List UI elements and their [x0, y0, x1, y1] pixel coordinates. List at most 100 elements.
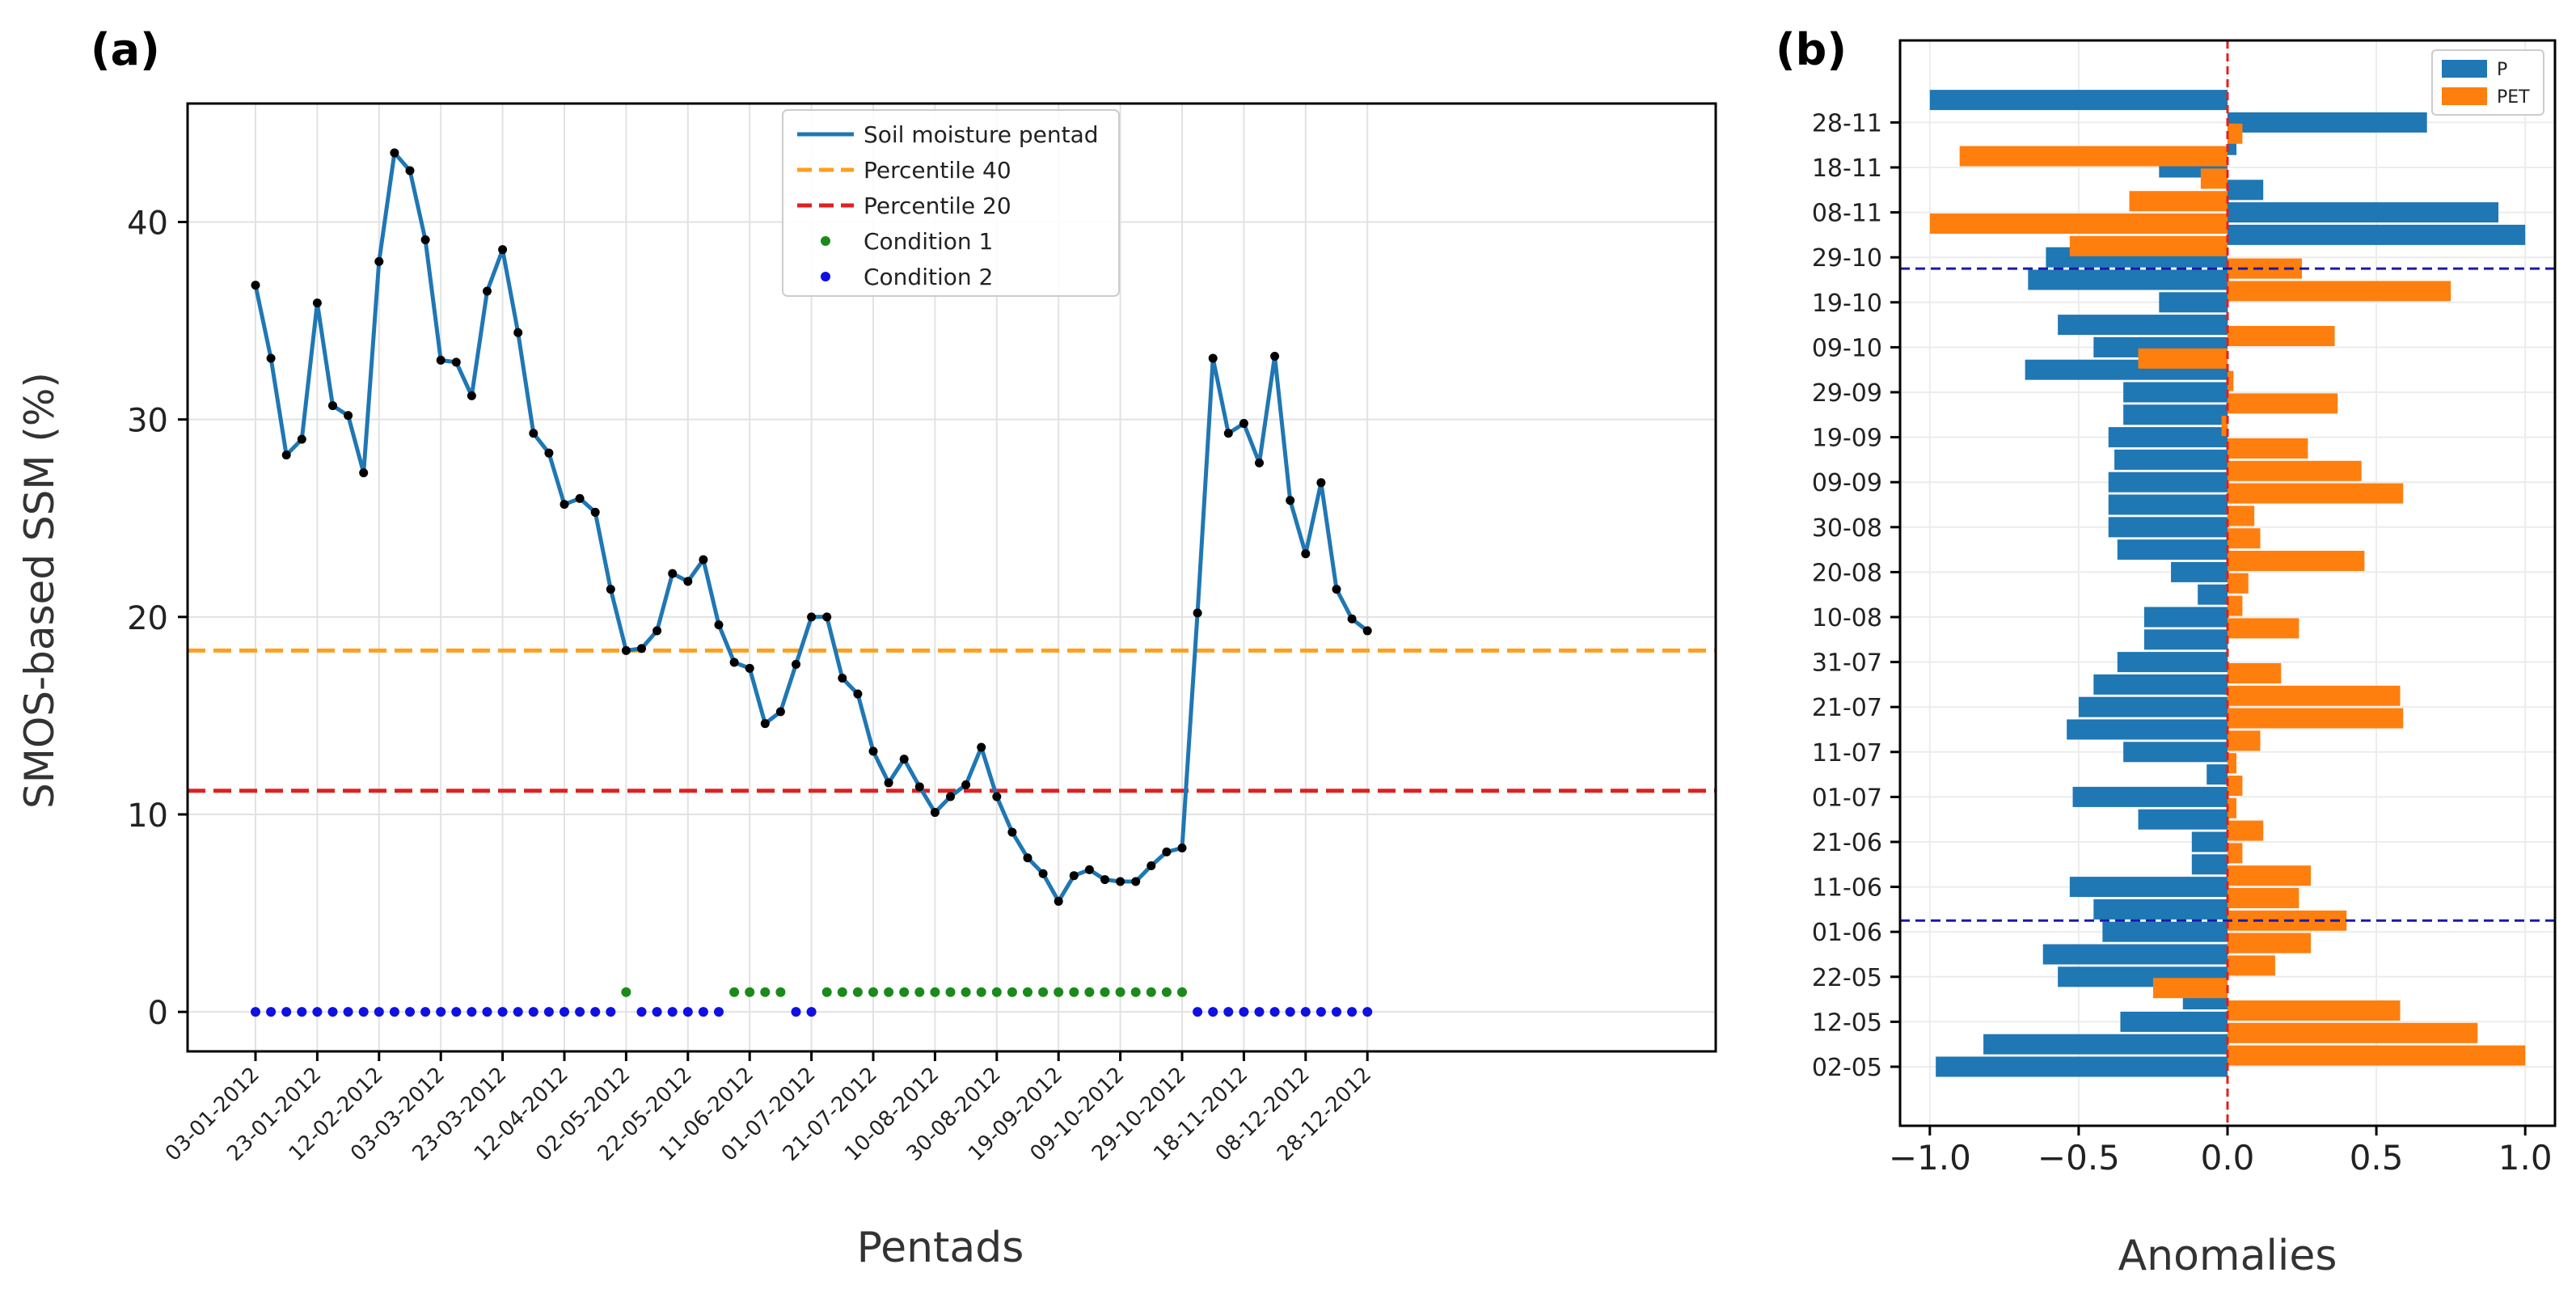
soil-moisture-point [792, 659, 800, 669]
bar-p [2117, 652, 2228, 673]
soil-moisture-point [359, 468, 369, 478]
condition-2-point [1193, 1007, 1203, 1017]
soil-moisture-point [575, 493, 585, 503]
legend-swatch-condition-1 [821, 236, 830, 246]
bar-pet [2228, 865, 2312, 886]
condition-1-point [1146, 987, 1156, 997]
condition-1-point [1069, 987, 1079, 997]
bar-pet [2228, 618, 2299, 639]
bar-pet [2228, 438, 2308, 459]
bar-p [2078, 696, 2228, 717]
y-tick-label: 30 [127, 403, 168, 440]
bar-pet [2228, 730, 2261, 751]
bar-p [2198, 584, 2228, 605]
soil-moisture-point [1223, 429, 1233, 438]
condition-2-point [528, 1007, 538, 1017]
bar-p [2143, 629, 2228, 650]
panel-b-legend: P PET [2431, 49, 2544, 116]
legend-label: Percentile 20 [864, 192, 1011, 219]
condition-1-point [899, 987, 910, 997]
y-tick-label: 0 [148, 995, 168, 1032]
condition-1-point [852, 987, 863, 997]
condition-1-point [1007, 987, 1017, 997]
bar-pet [2228, 888, 2299, 908]
legend-label: P [2497, 60, 2507, 80]
condition-2-point [1254, 1007, 1265, 1017]
bar-p [2123, 742, 2228, 763]
bar-p [2228, 202, 2499, 223]
panel-b-x-axis-label: Anomalies [2118, 1232, 2337, 1280]
soil-moisture-point [946, 792, 955, 801]
condition-2-point [682, 1007, 693, 1017]
condition-2-point [667, 1007, 678, 1017]
condition-2-point [1269, 1007, 1280, 1017]
condition-2-point [714, 1007, 724, 1017]
soil-moisture-point [899, 755, 909, 764]
soil-moisture-point [405, 166, 415, 175]
x-tick-label: 1.0 [2498, 1138, 2553, 1178]
bar-pet [2228, 663, 2282, 683]
condition-2-point [1315, 1007, 1326, 1017]
condition-2-point [791, 1007, 801, 1017]
soil-moisture-point [1332, 585, 1341, 594]
condition-1-point [729, 987, 740, 997]
soil-moisture-point [1147, 861, 1156, 870]
soil-moisture-point [745, 663, 754, 673]
bar-pet [2228, 820, 2264, 841]
bar-p [2108, 494, 2228, 515]
condition-1-point [1023, 987, 1033, 997]
condition-2-point [606, 1007, 616, 1017]
soil-moisture-point [297, 434, 306, 444]
bar-pet [2228, 281, 2451, 302]
soil-moisture-point [714, 620, 724, 630]
soil-moisture-point [606, 585, 615, 594]
soil-moisture-point [560, 500, 569, 510]
soil-moisture-point [1069, 871, 1079, 881]
condition-1-point [837, 987, 847, 997]
condition-1-point [1054, 987, 1064, 997]
panel-b-anomalies-chart: (b) 02-05 12-05 22-05 01-06 11-06 21-06 01-07 1… [1776, 24, 2557, 1280]
bar-pet [2228, 1022, 2478, 1043]
condition-2-point [1208, 1007, 1218, 1017]
soil-moisture-point [1362, 626, 1372, 636]
soil-moisture-point [483, 286, 492, 296]
soil-moisture-point [390, 148, 399, 158]
soil-moisture-point [729, 658, 739, 667]
condition-2-point [560, 1007, 569, 1017]
legend-label: Percentile 40 [864, 157, 1011, 184]
soil-moisture-point [498, 245, 508, 255]
bar-p [2028, 269, 2228, 290]
soil-moisture-point [513, 328, 523, 337]
soil-moisture-point [1316, 478, 1326, 488]
condition-1-point [991, 987, 1002, 997]
x-tick-label: 0.0 [2201, 1138, 2255, 1178]
soil-moisture-point [251, 281, 260, 290]
soil-moisture-point [1084, 865, 1094, 874]
bar-p [2093, 899, 2228, 920]
bar-pet [2228, 326, 2335, 346]
y-tick-label: 01-07 [1812, 784, 1882, 812]
y-tick-label: 31-07 [1812, 649, 1882, 678]
bar-p [2228, 134, 2237, 155]
legend-box [782, 109, 1120, 297]
bar-pet [2221, 416, 2228, 437]
condition-2-point [312, 1007, 323, 1017]
bar-p [2117, 539, 2228, 560]
soil-moisture-point [544, 448, 554, 458]
condition-1-point [1100, 987, 1110, 997]
bar-p [2069, 877, 2228, 898]
soil-moisture-point [590, 507, 600, 517]
y-tick-label: 19-09 [1812, 425, 1882, 453]
bar-p [2228, 112, 2427, 133]
condition-2-point [698, 1007, 708, 1017]
y-tick-label: 18-11 [1812, 154, 1882, 183]
condition-2-point [343, 1007, 353, 1017]
soil-moisture-point [312, 298, 322, 308]
y-tick-label: 20-08 [1812, 559, 1882, 587]
bar-pet [2228, 551, 2365, 571]
y-tick-label: 28-11 [1812, 109, 1882, 137]
bar-p [2102, 921, 2228, 942]
x-tick-label: −1.0 [1889, 1138, 1971, 1178]
bar-p [2114, 449, 2228, 470]
soil-moisture-point [775, 707, 785, 717]
